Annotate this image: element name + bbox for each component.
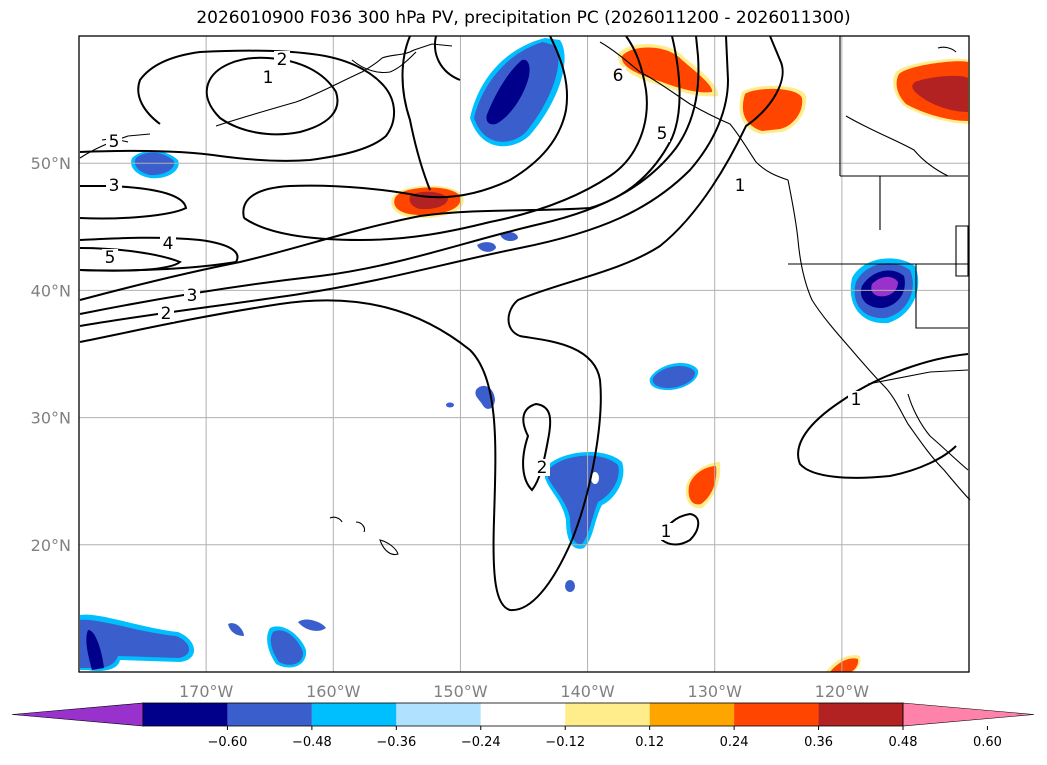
colorbar-max-extension	[902, 702, 1035, 727]
contour-label: 1	[661, 522, 672, 542]
colorbar-segment	[396, 703, 481, 726]
contour-label-bg	[274, 51, 290, 68]
contour-label-bg	[184, 287, 200, 304]
contour-label-bg	[160, 235, 176, 252]
latitude-label: 20°N	[31, 536, 71, 555]
contour-label-bg	[158, 305, 174, 322]
map-title: 2026010900 F036 300 hPa PV, precipitatio…	[196, 8, 851, 28]
contour-label: 6	[613, 66, 624, 86]
colorbar-tick-label: −0.48	[292, 735, 332, 750]
pv-contours	[79, 35, 969, 612]
colorbar-segment	[565, 703, 650, 726]
map-gridlines	[79, 36, 969, 672]
contour-label: 1	[851, 390, 862, 410]
latitude-labels: 50°N 40°N 30°N 20°N	[31, 154, 71, 555]
colorbar-tick-label: −0.60	[208, 735, 248, 750]
contour-label: 2	[537, 458, 548, 478]
latitude-label: 30°N	[31, 409, 71, 428]
colorbar-segment	[311, 703, 397, 726]
contour-label: 2	[277, 50, 288, 70]
contour-label: 4	[163, 234, 174, 254]
contour-label-bg	[848, 391, 864, 408]
coastlines-and-borders	[79, 36, 971, 556]
colorbar-segment	[480, 703, 566, 726]
colorbar-tick-label: −0.36	[376, 735, 416, 750]
contour-label: 3	[187, 286, 198, 306]
colorbar-tick-label: 0.12	[635, 735, 664, 750]
contour-label: 1	[263, 68, 274, 88]
colorbar-tick-label: −0.12	[545, 735, 585, 750]
longitude-label: 130°W	[688, 682, 743, 701]
colorbar-tick-label: −0.24	[461, 735, 501, 750]
contour-label-bg	[260, 69, 276, 86]
colorbar-segment	[818, 703, 903, 726]
contour-label-bg	[534, 459, 550, 476]
contour-label: 5	[109, 132, 120, 152]
contour-label-bg	[732, 177, 748, 194]
longitude-label: 140°W	[560, 682, 615, 701]
contour-label-bg	[106, 133, 122, 150]
colorbar-outline	[142, 702, 904, 727]
colorbar-segment	[649, 703, 735, 726]
latitude-label: 50°N	[31, 154, 71, 173]
map-frame	[78, 35, 970, 673]
contour-label: 1	[735, 176, 746, 196]
contour-label: 5	[105, 248, 116, 268]
longitude-label: 120°W	[815, 682, 870, 701]
colorbar-segment	[143, 703, 228, 726]
precipitation-anomaly-fills	[80, 38, 970, 672]
contour-label: 2	[161, 304, 172, 324]
colorbar-segment	[227, 703, 312, 726]
colorbar-tick-label: 0.48	[889, 735, 918, 750]
longitude-label: 150°W	[433, 682, 488, 701]
contour-label-bg	[654, 125, 670, 142]
longitude-label: 170°W	[179, 682, 234, 701]
contour-label: 5	[657, 124, 668, 144]
colorbar-segment	[734, 703, 819, 726]
colorbar-tick-label: 0.60	[973, 735, 1002, 750]
contour-label: 3	[109, 176, 120, 196]
colorbar: −0.60 −0.48 −0.36 −0.24 −0.12 0.12 0.24 0.36 0.4…	[11, 702, 1035, 750]
contour-label-bg	[102, 249, 118, 266]
latitude-label: 40°N	[31, 281, 71, 300]
colorbar-tick-label: 0.36	[804, 735, 833, 750]
colorbar-tick-label: 0.24	[720, 735, 749, 750]
colorbar-min-extension	[11, 702, 144, 727]
contour-label-bg	[658, 523, 674, 540]
longitude-labels: 170°W 160°W 150°W 140°W 130°W 120°W	[179, 682, 869, 701]
contour-label-bg	[106, 177, 122, 194]
longitude-label: 160°W	[306, 682, 361, 701]
contour-label-bg	[610, 67, 626, 84]
